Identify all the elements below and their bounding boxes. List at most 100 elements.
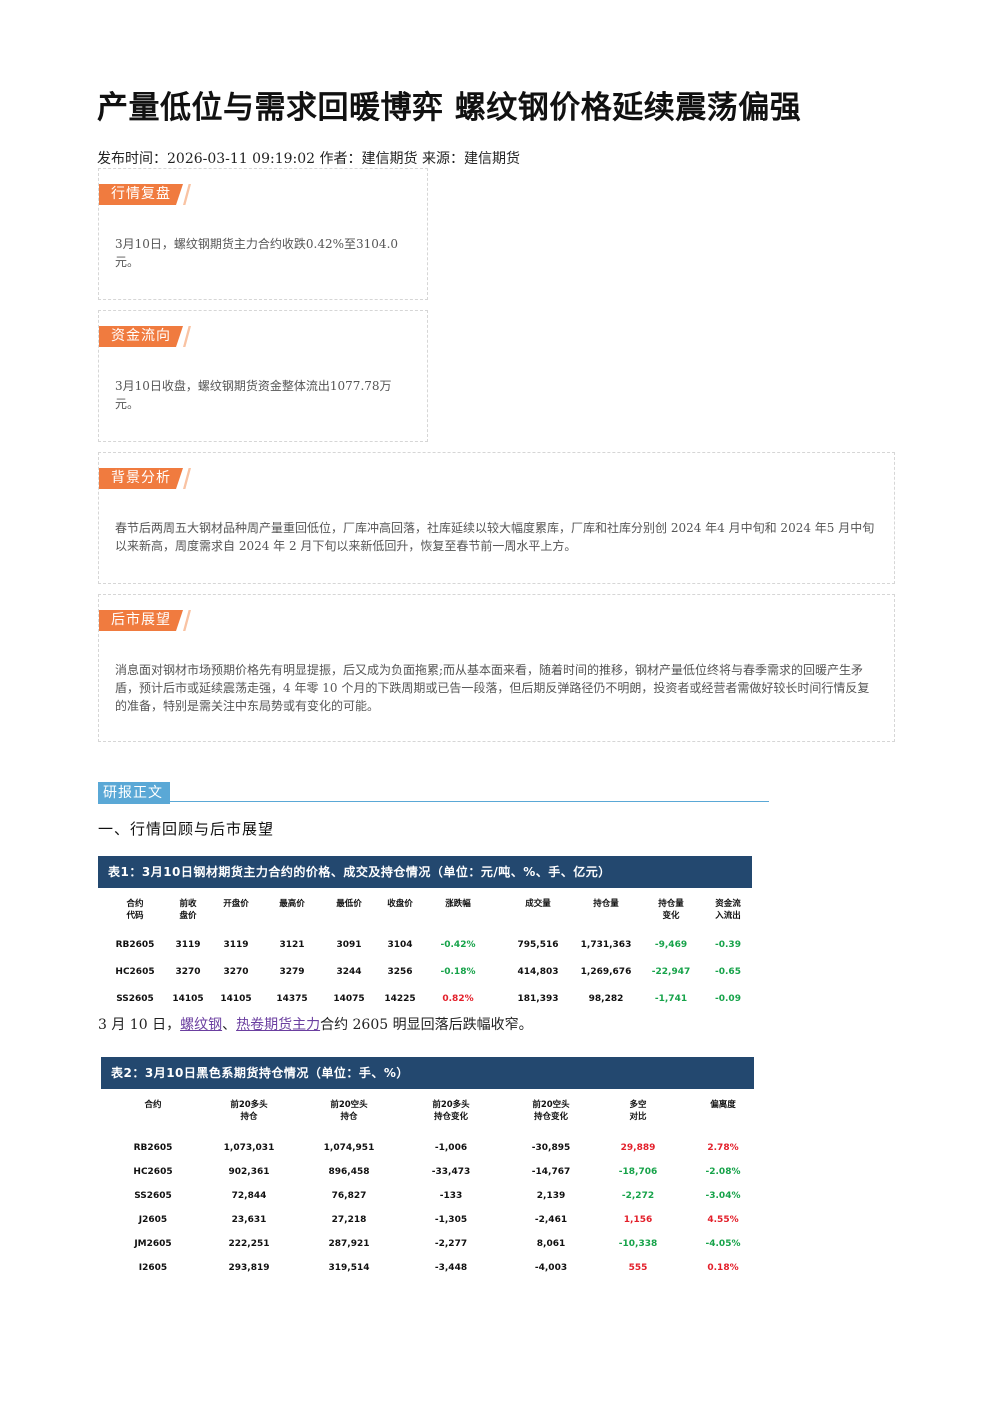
hot-coil-link[interactable]: 热卷期货主力 — [236, 1017, 321, 1033]
contract-code: HC2605 — [115, 967, 155, 977]
column-header: 偏离度 — [710, 1100, 736, 1110]
table-cell: -1,006 — [434, 1143, 468, 1153]
table-cell: 319,514 — [328, 1263, 370, 1273]
column-header: 前20多头 持仓变化 — [432, 1100, 470, 1122]
table-cell: -2,461 — [534, 1215, 568, 1225]
table-cell: 14375 — [276, 994, 308, 1004]
table-cell: -30,895 — [531, 1143, 571, 1153]
table-cell: -4.05% — [705, 1239, 741, 1249]
table-cell: 14075 — [333, 994, 365, 1004]
table-cell: 3119 — [223, 940, 249, 950]
table-cell: 98,282 — [588, 994, 624, 1004]
table-cell: -133 — [439, 1191, 463, 1201]
table-cell: -22,947 — [651, 967, 691, 977]
table-cell: 3279 — [279, 967, 305, 977]
table-cell: 414,803 — [517, 967, 559, 977]
column-header: 持仓量 变化 — [658, 899, 684, 921]
article-title: 产量低位与需求回暖博弈 螺纹钢价格延续震荡偏强 — [97, 90, 802, 126]
column-header: 前20空头 持仓变化 — [532, 1100, 570, 1122]
table-cell: -3.04% — [705, 1191, 741, 1201]
column-header: 最高价 — [279, 899, 305, 909]
report-body-tag: 研报正文 — [98, 782, 170, 804]
table-cell: -0.42% — [440, 940, 476, 950]
column-header: 持仓量 — [593, 899, 619, 909]
table-cell: 2,139 — [536, 1191, 566, 1201]
table-cell: 1,731,363 — [580, 940, 632, 950]
table-cell: -0.18% — [440, 967, 476, 977]
table-cell: 287,921 — [328, 1239, 370, 1249]
contract-code: RB2605 — [133, 1143, 173, 1153]
fund-flow-box: 资金流向 3月10日收盘，螺纹钢期货资金整体流出1077.78万元。 — [98, 310, 428, 442]
report-divider — [98, 801, 769, 802]
section-tag: 行情复盘 — [99, 184, 195, 205]
contract-code: J2605 — [138, 1215, 168, 1225]
table-cell: 293,819 — [228, 1263, 270, 1273]
column-header: 资金流 入流出 — [715, 899, 741, 921]
table-cell: 1,073,031 — [223, 1143, 275, 1153]
contract-code: JM2605 — [134, 1239, 172, 1249]
price-volume-table: 表1：3月10日钢材期货主力合约的价格、成交及持仓情况（单位：元/吨、%、手、亿… — [98, 856, 752, 1012]
table-cell: 1,074,951 — [323, 1143, 375, 1153]
contract-code: SS2605 — [116, 994, 154, 1004]
table-cell: -1,305 — [434, 1215, 468, 1225]
table-cell: 14105 — [220, 994, 252, 1004]
table-cell: 0.82% — [442, 994, 474, 1004]
table-cell: 27,218 — [331, 1215, 367, 1225]
section-tag: 背景分析 — [99, 468, 195, 489]
column-header: 开盘价 — [223, 899, 249, 909]
section-text: 3月10日收盘，螺纹钢期货资金整体流出1077.78万元。 — [115, 379, 392, 411]
table-cell: 2.78% — [707, 1143, 739, 1153]
column-header: 前20多头 持仓 — [230, 1100, 268, 1122]
section-text: 消息面对钢材市场预期价格先有明显提振，后又成为负面拖累;而从基本面来看，随着时间… — [115, 663, 870, 713]
table-cell: 3091 — [336, 940, 362, 950]
table-cell: -3,448 — [434, 1263, 468, 1273]
section-text: 3月10日，螺纹钢期货主力合约收跌0.42%至3104.0元。 — [115, 237, 399, 269]
sentence-separator: 、 — [222, 1017, 237, 1033]
table-cell: 4.55% — [707, 1215, 739, 1225]
market-review-box: 行情复盘 3月10日，螺纹钢期货主力合约收跌0.42%至3104.0元。 — [98, 168, 428, 300]
sentence-suffix: 合约 2605 明显回落后跌幅收窄。 — [320, 1017, 533, 1033]
table-cell: 14225 — [384, 994, 416, 1004]
table-cell: 3119 — [175, 940, 201, 950]
section-tag-label: 后市展望 — [111, 612, 171, 628]
table-cell: -0.09 — [715, 994, 741, 1004]
column-header: 成交量 — [525, 899, 551, 909]
table-cell: 3256 — [387, 967, 413, 977]
section-heading: 一、行情回顾与后市展望 — [98, 820, 275, 838]
table-cell: 72,844 — [231, 1191, 267, 1201]
table-cell: -2,272 — [621, 1191, 655, 1201]
table-cell: 896,458 — [328, 1167, 370, 1177]
table-cell: 0.18% — [707, 1263, 739, 1273]
section-tag: 后市展望 — [99, 610, 195, 631]
table-cell: -10,338 — [618, 1239, 658, 1249]
table-cell: 76,827 — [331, 1191, 367, 1201]
table-cell: 14105 — [172, 994, 204, 1004]
contract-code: SS2605 — [134, 1191, 172, 1201]
body-sentence: 3 月 10 日，螺纹钢、热卷期货主力合约 2605 明显回落后跌幅收窄。 — [98, 1014, 533, 1034]
background-analysis-box: 背景分析 春节后两周五大钢材品种周产量重回低位，厂库冲高回落，社库延续以较大幅度… — [98, 452, 895, 584]
contract-code: I2605 — [138, 1263, 168, 1273]
table-cell: 3270 — [175, 967, 201, 977]
table-cell: -2.08% — [705, 1167, 741, 1177]
table-cell: 29,889 — [620, 1143, 656, 1153]
table-cell: 181,393 — [517, 994, 559, 1004]
rebar-link[interactable]: 螺纹钢 — [180, 1017, 223, 1033]
section-tag: 资金流向 — [99, 326, 195, 347]
table-cell: 3104 — [387, 940, 413, 950]
table-cell: 1,269,676 — [580, 967, 632, 977]
column-header: 合约 代码 — [126, 899, 144, 921]
table-cell: -0.65 — [715, 967, 741, 977]
table-cell: 1,156 — [623, 1215, 653, 1225]
contract-code: HC2605 — [133, 1167, 173, 1177]
section-tag-label: 行情复盘 — [111, 186, 171, 202]
article-meta: 发布时间：2026-03-11 09:19:02 作者：建信期货 来源：建信期货 — [97, 151, 520, 167]
table-title: 表1：3月10日钢材期货主力合约的价格、成交及持仓情况（单位：元/吨、%、手、亿… — [98, 856, 752, 888]
table-cell: 23,631 — [231, 1215, 267, 1225]
column-header: 多空 对比 — [629, 1100, 647, 1122]
table-cell: 795,516 — [517, 940, 559, 950]
table-cell: -18,706 — [618, 1167, 658, 1177]
outlook-box: 后市展望 消息面对钢材市场预期价格先有明显提振，后又成为负面拖累;而从基本面来看… — [98, 594, 895, 742]
table-cell: -9,469 — [654, 940, 688, 950]
sentence-prefix: 3 月 10 日， — [98, 1017, 181, 1033]
table-cell: 3270 — [223, 967, 249, 977]
